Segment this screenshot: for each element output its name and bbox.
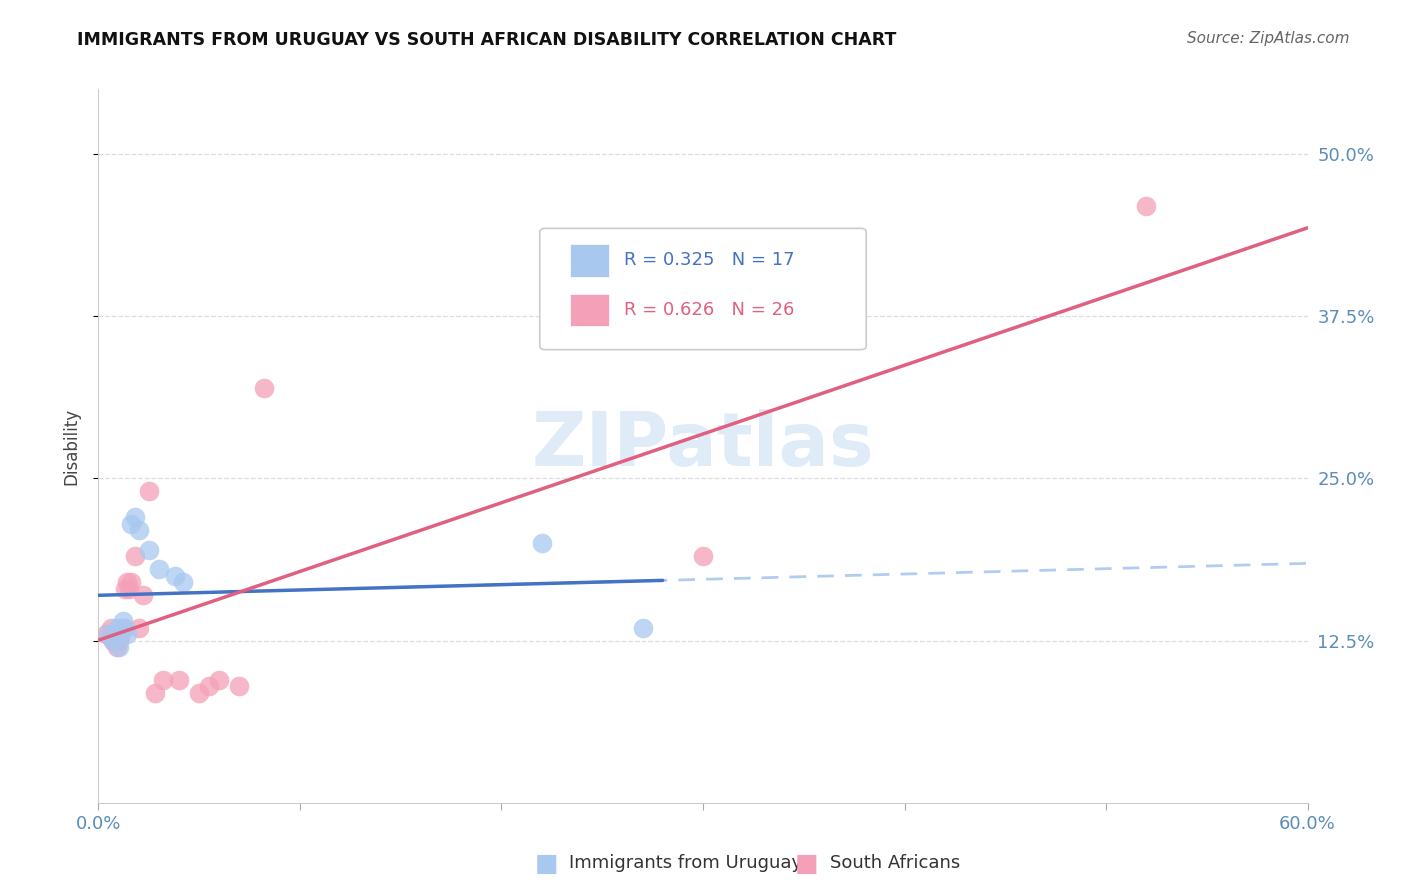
FancyBboxPatch shape [540,228,866,350]
Point [101,633,124,648]
Point [118,582,141,596]
Point [110,621,132,635]
Text: ■: ■ [794,852,818,875]
Point [228,679,250,693]
Point [110,627,132,641]
Text: Immigrants from Uruguay: Immigrants from Uruguay [569,855,803,872]
Point [105,621,128,635]
Point [167,673,190,687]
Point [143,685,166,699]
Point [124,549,146,564]
Bar [569,294,609,326]
Point [124,510,146,524]
Text: Source: ZipAtlas.com: Source: ZipAtlas.com [1187,31,1350,46]
Text: ZIPatlas: ZIPatlas [531,409,875,483]
Point [115,575,138,590]
Text: R = 0.626   N = 26: R = 0.626 N = 26 [624,301,794,319]
Point [138,484,160,499]
Point [128,524,150,538]
Point [96,627,118,641]
Point [138,542,160,557]
Point [152,673,174,687]
Text: ■: ■ [534,852,558,875]
Point [114,582,136,596]
Point [107,633,129,648]
Point [631,621,654,635]
Point [172,575,194,590]
Point [103,633,125,648]
Text: R = 0.325   N = 17: R = 0.325 N = 17 [624,252,794,269]
Point [188,685,211,699]
Point [107,640,129,654]
Point [1135,199,1157,213]
Point [111,614,134,628]
Point [101,633,124,648]
Point [105,640,128,654]
Point [692,549,714,564]
Point [163,568,186,582]
Point [148,562,170,576]
Point [97,627,120,641]
Point [132,588,155,602]
Point [198,679,221,693]
Point [114,621,136,635]
Y-axis label: Disability: Disability [62,408,80,484]
Text: IMMIGRANTS FROM URUGUAY VS SOUTH AFRICAN DISABILITY CORRELATION CHART: IMMIGRANTS FROM URUGUAY VS SOUTH AFRICAN… [77,31,897,49]
Point [208,673,231,687]
Point [100,621,122,635]
Point [530,536,553,550]
Point [115,627,138,641]
Point [111,621,134,635]
Point [120,516,142,531]
Text: South Africans: South Africans [830,855,960,872]
Point [253,381,276,395]
Point [120,575,142,590]
Point [128,621,150,635]
Bar [569,244,609,277]
